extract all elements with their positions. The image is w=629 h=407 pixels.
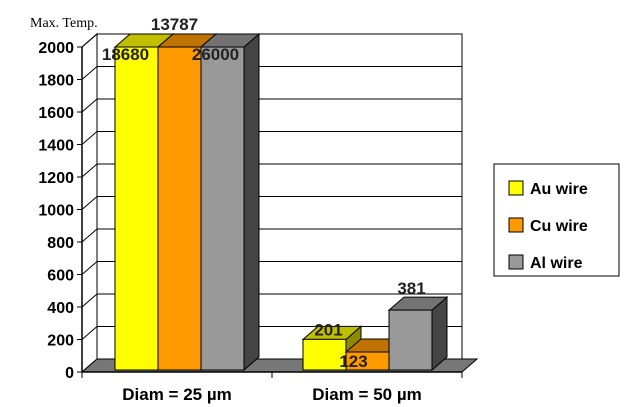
y-tick-label: 200 (47, 333, 74, 350)
y-tick-label: 800 (47, 235, 74, 252)
legend-swatch (508, 217, 524, 233)
y-tick-label: 600 (47, 268, 74, 285)
y-tick-label: 400 (47, 300, 74, 317)
y-tick-label: 1600 (38, 105, 74, 122)
gridline-side (81, 228, 98, 243)
data-label: 123 (339, 352, 367, 371)
x-category-labels: Diam = 25 µm Diam = 50 µm (122, 385, 422, 404)
legend-label: Al wire (530, 255, 583, 272)
gridline-side (81, 261, 98, 275)
y-tick-label: 1000 (38, 203, 74, 220)
data-label: 381 (397, 279, 425, 298)
bars (113, 32, 449, 372)
gridline-side (81, 326, 98, 340)
y-tick-labels: 0 200 400 600 800 1000 1200 1400 1600 1800 2000 (38, 40, 74, 382)
gridline-side (81, 293, 98, 308)
gridline-side (81, 163, 98, 178)
x-category-label: Diam = 50 µm (312, 385, 422, 404)
y-tick-label: 1800 (38, 73, 74, 90)
y-tick-label: 2000 (38, 40, 74, 57)
x-category-label: Diam = 25 µm (122, 385, 232, 404)
bar-al-wire-1 (387, 295, 449, 372)
data-label: 18680 (102, 45, 149, 64)
y-tick-label: 1200 (38, 170, 74, 187)
y-axis-title: Max. Temp. (30, 16, 98, 31)
legend-label: Cu wire (530, 218, 588, 235)
legend-swatch (508, 180, 524, 196)
data-label: 13787 (151, 15, 198, 34)
data-label: 201 (314, 320, 342, 339)
y-tick-label: 0 (65, 365, 74, 382)
legend: Au wire Cu wire Al wire (493, 163, 620, 277)
legend-swatch (508, 254, 524, 270)
legend-label: Au wire (530, 181, 588, 198)
gridline-side (81, 66, 98, 80)
gridline-side (81, 196, 98, 210)
data-label: 26000 (192, 45, 239, 64)
y-tick-label: 1400 (38, 138, 74, 155)
gridline-side (81, 131, 98, 145)
bar-al-wire-0 (199, 32, 261, 372)
axes (77, 46, 463, 378)
gridline-side (81, 98, 98, 113)
